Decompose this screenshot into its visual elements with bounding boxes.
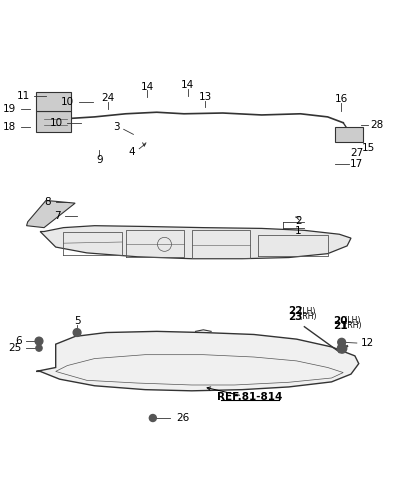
Text: 10: 10 bbox=[61, 97, 74, 107]
Text: REF.81-814: REF.81-814 bbox=[217, 392, 282, 402]
Text: 1: 1 bbox=[295, 226, 302, 236]
Text: 3: 3 bbox=[113, 122, 120, 131]
Polygon shape bbox=[336, 126, 363, 142]
Circle shape bbox=[338, 344, 347, 353]
Text: 20: 20 bbox=[334, 316, 348, 326]
Polygon shape bbox=[36, 92, 71, 111]
Text: 9: 9 bbox=[96, 155, 103, 165]
Text: (LH): (LH) bbox=[297, 307, 315, 316]
Text: 26: 26 bbox=[176, 413, 190, 423]
Circle shape bbox=[338, 338, 346, 346]
Text: 16: 16 bbox=[335, 94, 348, 104]
Text: 6: 6 bbox=[15, 336, 22, 346]
Text: (LH): (LH) bbox=[342, 316, 361, 325]
Polygon shape bbox=[27, 200, 75, 228]
Text: 25: 25 bbox=[9, 343, 22, 353]
Text: 10: 10 bbox=[49, 118, 63, 127]
Text: 28: 28 bbox=[370, 121, 384, 130]
Text: 11: 11 bbox=[16, 91, 30, 101]
Text: 15: 15 bbox=[362, 143, 375, 153]
Circle shape bbox=[36, 345, 42, 351]
Text: 4: 4 bbox=[129, 147, 135, 157]
Polygon shape bbox=[40, 226, 351, 259]
Text: 21: 21 bbox=[334, 321, 348, 331]
Text: 2: 2 bbox=[295, 216, 302, 226]
Text: 19: 19 bbox=[3, 104, 16, 114]
Text: (RH): (RH) bbox=[297, 312, 316, 321]
Text: 5: 5 bbox=[74, 316, 80, 326]
Text: (RH): (RH) bbox=[342, 321, 362, 331]
Polygon shape bbox=[36, 111, 71, 132]
Text: 27: 27 bbox=[350, 147, 363, 158]
Text: 14: 14 bbox=[140, 82, 154, 92]
Text: 13: 13 bbox=[199, 93, 212, 103]
Text: 24: 24 bbox=[101, 93, 115, 103]
Text: 12: 12 bbox=[361, 338, 374, 348]
Text: 8: 8 bbox=[44, 197, 51, 207]
Circle shape bbox=[73, 329, 81, 337]
Polygon shape bbox=[36, 331, 359, 391]
Text: 7: 7 bbox=[54, 211, 61, 221]
Circle shape bbox=[35, 337, 43, 345]
Text: 22: 22 bbox=[288, 306, 302, 316]
Text: 17: 17 bbox=[350, 158, 363, 168]
Text: 14: 14 bbox=[181, 80, 194, 90]
Text: 18: 18 bbox=[3, 123, 16, 132]
Text: 23: 23 bbox=[288, 312, 302, 322]
Circle shape bbox=[149, 414, 156, 421]
